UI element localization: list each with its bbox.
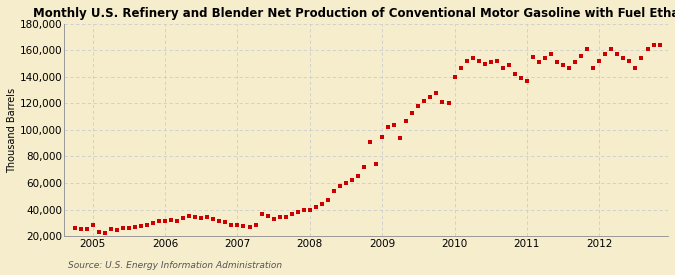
Y-axis label: Thousand Barrels: Thousand Barrels — [7, 87, 17, 172]
Text: Source: U.S. Energy Information Administration: Source: U.S. Energy Information Administ… — [68, 260, 281, 270]
Title: Monthly U.S. Refinery and Blender Net Production of Conventional Motor Gasoline : Monthly U.S. Refinery and Blender Net Pr… — [32, 7, 675, 20]
